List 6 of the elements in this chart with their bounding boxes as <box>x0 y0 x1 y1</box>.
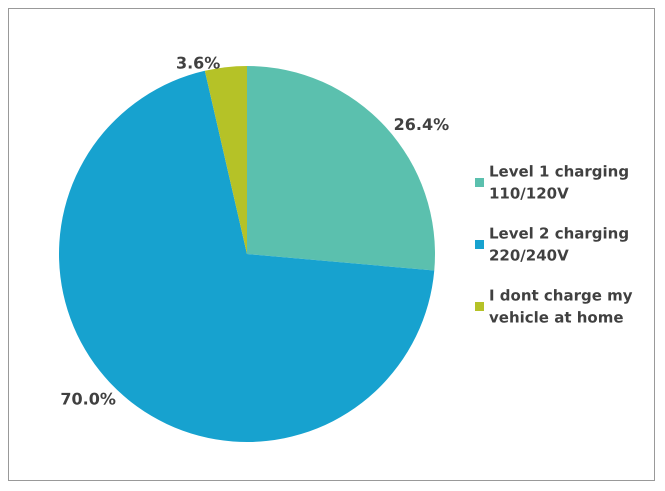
legend-label: I dont charge my vehicle at home <box>489 286 638 326</box>
data-label: 26.4% <box>394 114 450 134</box>
data-label: 70.0% <box>60 389 116 408</box>
legend-label: Level 1 charging 110/120V <box>489 162 634 202</box>
data-label: 3.6% <box>176 54 220 73</box>
legend-label: Level 2 charging 220/240V <box>489 224 634 264</box>
